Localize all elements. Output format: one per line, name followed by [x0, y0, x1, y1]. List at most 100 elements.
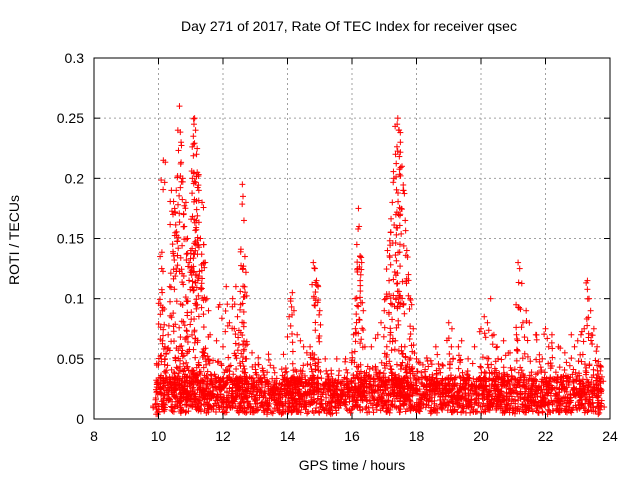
- data-point-cluster: [165, 397, 172, 404]
- data-point-cluster: [173, 345, 180, 352]
- data-point-band: [184, 396, 191, 403]
- data-point-cluster: [388, 366, 395, 373]
- data-point-band: [534, 387, 541, 394]
- data-point-band: [521, 395, 528, 402]
- data-point-cluster: [170, 338, 177, 345]
- data-point-band: [442, 393, 449, 400]
- data-point-cluster: [190, 141, 197, 148]
- data-point-band: [201, 407, 208, 414]
- data-point: [190, 133, 197, 140]
- data-point-band: [312, 360, 319, 367]
- data-point-cluster: [393, 257, 400, 264]
- data-point: [445, 319, 452, 326]
- data-point-cluster: [177, 357, 184, 364]
- data-point-band: [190, 381, 197, 388]
- data-point-cluster: [156, 296, 163, 303]
- data-point-band: [178, 407, 185, 414]
- data-point: [352, 295, 359, 302]
- x-tick-label: 20: [473, 428, 489, 444]
- data-point-cluster: [400, 300, 407, 307]
- data-point: [289, 289, 296, 296]
- data-point-cluster: [155, 381, 162, 388]
- data-point-band: [469, 360, 476, 367]
- data-point-cluster: [239, 201, 246, 208]
- data-point-cluster: [388, 215, 395, 222]
- data-point-cluster: [158, 358, 165, 365]
- data-point-band: [478, 369, 485, 376]
- data-point-band: [593, 374, 600, 381]
- data-point-band: [327, 387, 334, 394]
- data-point-cluster: [155, 300, 162, 307]
- data-point-cluster: [401, 343, 408, 350]
- y-tick-label: 0.2: [65, 170, 85, 186]
- data-point-band: [585, 407, 592, 414]
- data-point-band: [210, 393, 217, 400]
- data-point-band: [349, 405, 356, 412]
- data-point-band: [494, 397, 501, 404]
- data-point-band: [459, 404, 466, 411]
- data-point-cluster: [234, 347, 241, 354]
- data-point: [586, 295, 593, 302]
- data-point-cluster: [180, 223, 187, 230]
- data-point-band: [570, 378, 577, 385]
- data-point-band: [298, 370, 305, 377]
- data-point-cluster: [354, 302, 361, 309]
- data-point-band: [536, 358, 543, 365]
- data-point-cluster: [184, 298, 191, 305]
- data-point-band: [413, 382, 420, 389]
- data-point: [315, 283, 322, 290]
- data-point-band: [182, 401, 189, 408]
- data-point-cluster: [401, 310, 408, 317]
- data-point-cluster: [485, 327, 492, 334]
- data-point-band: [570, 379, 577, 386]
- data-point-cluster: [394, 280, 401, 287]
- data-point: [360, 307, 367, 314]
- data-point-cluster: [167, 298, 174, 305]
- data-point-cluster: [400, 242, 407, 249]
- data-point-cluster: [289, 330, 296, 337]
- data-point-band: [203, 399, 210, 406]
- data-point-band: [235, 409, 242, 416]
- data-point-cluster: [178, 343, 185, 350]
- data-point: [249, 349, 256, 356]
- data-point-cluster: [524, 337, 531, 344]
- data-point-band: [500, 364, 507, 371]
- data-point-band: [341, 374, 348, 381]
- data-point-cluster: [584, 322, 591, 329]
- data-point-cluster: [182, 205, 189, 212]
- data-point-cluster: [174, 174, 181, 181]
- y-tick-label: 0.05: [57, 351, 84, 367]
- data-point-band: [322, 355, 329, 362]
- data-point-cluster: [175, 370, 182, 377]
- data-point-cluster: [171, 386, 178, 393]
- data-point-band: [208, 376, 215, 383]
- data-point-cluster: [353, 295, 360, 302]
- data-point-cluster: [157, 311, 164, 318]
- data-point-band: [212, 408, 219, 415]
- data-point-cluster: [403, 369, 410, 376]
- data-point-band: [498, 376, 505, 383]
- data-point-band: [463, 371, 470, 378]
- data-point-band: [445, 380, 452, 387]
- data-point-band: [312, 407, 319, 414]
- data-point-cluster: [183, 257, 190, 264]
- data-point: [523, 307, 530, 314]
- data-point-band: [550, 407, 557, 414]
- data-point-band: [479, 403, 486, 410]
- data-point-band: [328, 367, 335, 374]
- data-point-cluster: [168, 208, 175, 215]
- data-point-band: [421, 382, 428, 389]
- data-point: [316, 307, 323, 314]
- data-point-cluster: [171, 370, 178, 377]
- data-point-cluster: [393, 361, 400, 368]
- data-point-cluster: [464, 368, 471, 375]
- data-point: [384, 247, 391, 254]
- chart-title: Day 271 of 2017, Rate Of TEC Index for r…: [181, 18, 517, 34]
- data-point-cluster: [183, 328, 190, 335]
- data-point-band: [575, 401, 582, 408]
- data-point-cluster: [173, 228, 180, 235]
- data-point-band: [479, 354, 486, 361]
- data-point-band: [396, 409, 403, 416]
- data-point-cluster: [162, 350, 169, 357]
- data-point-cluster: [390, 179, 397, 186]
